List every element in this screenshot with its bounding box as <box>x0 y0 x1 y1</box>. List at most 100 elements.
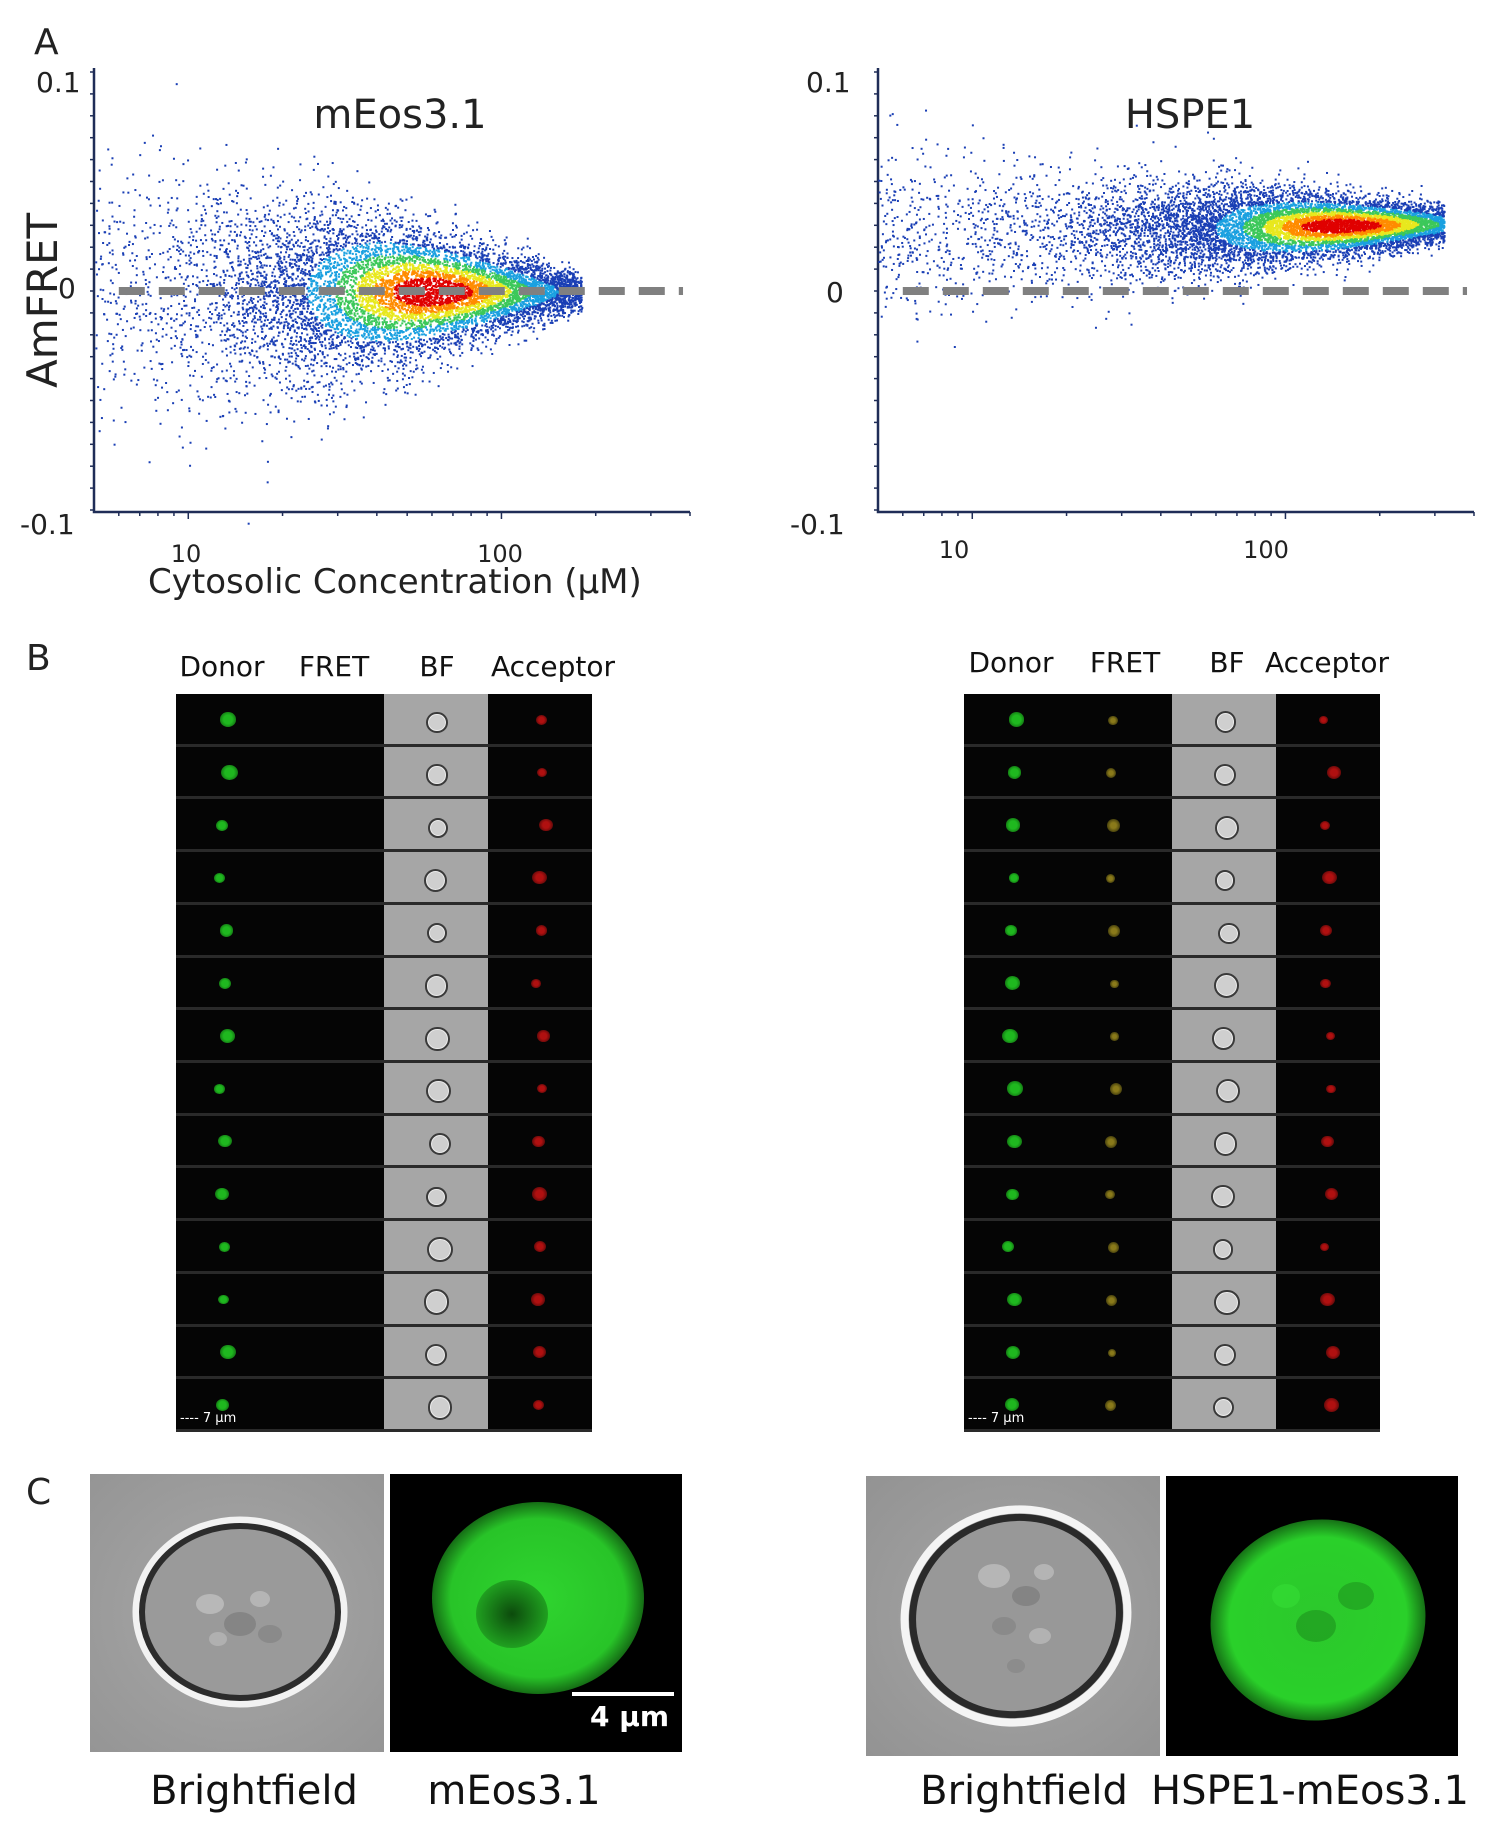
scatter-point <box>376 237 379 240</box>
scatter-point <box>398 361 401 364</box>
scatter-point <box>393 262 396 265</box>
scatter-point <box>328 247 331 250</box>
scatter-point <box>322 295 325 298</box>
scatter-point <box>432 319 435 322</box>
scatter-point <box>387 303 390 306</box>
scatter-point <box>390 300 393 303</box>
scatter-point <box>198 281 201 284</box>
scatter-point <box>259 298 262 301</box>
scatter-point <box>346 189 349 192</box>
scatter-point <box>423 304 426 307</box>
scatter-point <box>374 277 377 280</box>
scatter-point <box>401 239 404 242</box>
scatter-point <box>449 270 452 273</box>
scatter-point <box>543 322 546 325</box>
scatter-point <box>329 275 332 278</box>
scatter-point <box>228 400 231 403</box>
scatter-point <box>169 256 172 259</box>
scatter-point <box>412 316 415 319</box>
scatter-point <box>236 192 239 195</box>
scatter-point <box>296 256 299 259</box>
scatter-point <box>290 284 293 287</box>
scatter-point <box>532 275 535 278</box>
scatter-point <box>451 228 454 231</box>
scatter-point <box>194 298 197 301</box>
scatter-point <box>524 297 527 300</box>
scatter-point <box>310 291 313 294</box>
scatter-point <box>409 316 412 319</box>
scatter-point <box>470 321 473 324</box>
scatter-point <box>117 228 120 231</box>
scatter-point <box>573 282 576 285</box>
scatter-point <box>420 298 423 301</box>
scatter-point <box>394 332 397 335</box>
scatter-point <box>442 274 445 277</box>
scatter-point <box>486 299 489 302</box>
scatter-point <box>577 306 580 309</box>
scatter-point <box>251 229 254 232</box>
scatter-point <box>427 253 430 256</box>
scatter-point <box>384 240 387 243</box>
scatter-point <box>276 253 279 256</box>
scatter-point <box>475 324 478 327</box>
scatter-point <box>289 380 292 383</box>
scatter-point <box>360 382 363 385</box>
scatter-point <box>510 279 513 282</box>
scatter-point <box>470 295 473 298</box>
scatter-point <box>188 259 191 262</box>
scatter-point <box>532 304 535 307</box>
scatter-point <box>424 326 427 329</box>
scatter-point <box>319 299 322 302</box>
scatter-point <box>331 272 334 275</box>
scatter-point <box>357 322 360 325</box>
scatter-point <box>315 318 318 321</box>
scatter-point <box>405 243 408 246</box>
scatter-point <box>241 331 244 334</box>
scatter-point <box>418 338 421 341</box>
scatter-point <box>260 249 263 252</box>
scatter-point <box>489 273 492 276</box>
scatter-point <box>547 275 550 278</box>
scatter-point <box>218 281 221 284</box>
scatter-point <box>508 300 511 303</box>
scatter-point <box>425 238 428 241</box>
scatter-point <box>433 342 436 345</box>
scatter-point <box>434 210 437 213</box>
scatter-point <box>493 269 496 272</box>
scatter-point <box>338 321 341 324</box>
scatter-point <box>385 262 388 265</box>
scatter-point <box>414 393 417 396</box>
scatter-point <box>401 378 404 381</box>
scatter-point <box>441 300 444 303</box>
scatter-point <box>460 250 463 253</box>
scatter-point <box>165 322 168 325</box>
scatter-point <box>316 393 319 396</box>
scatter-point <box>469 254 472 257</box>
scatter-point <box>351 364 354 367</box>
scatter-point <box>368 314 371 317</box>
scatter-point <box>550 300 553 303</box>
scatter-point <box>258 360 261 363</box>
scatter-point <box>522 321 525 324</box>
scatter-point <box>358 258 361 261</box>
scatter-point <box>329 263 332 266</box>
scatter-point <box>317 335 320 338</box>
scatter-point <box>354 359 357 362</box>
scatter-point <box>443 259 446 262</box>
scatter-point <box>542 282 545 285</box>
scatter-point <box>378 278 381 281</box>
scatter-point <box>206 251 209 254</box>
scatter-point <box>488 258 491 261</box>
x-tick-10-left: 10 <box>170 540 202 568</box>
scatter-point <box>223 279 226 282</box>
scatter-point <box>530 326 533 329</box>
scatter-point <box>464 284 467 287</box>
scatter-point <box>376 262 379 265</box>
scatter-point <box>478 284 481 287</box>
scatter-point <box>179 264 182 267</box>
scatter-point <box>460 244 463 247</box>
scatter-point <box>496 270 499 273</box>
scatter-point <box>287 299 290 302</box>
scatter-point <box>356 351 359 354</box>
scatter-point <box>399 324 402 327</box>
